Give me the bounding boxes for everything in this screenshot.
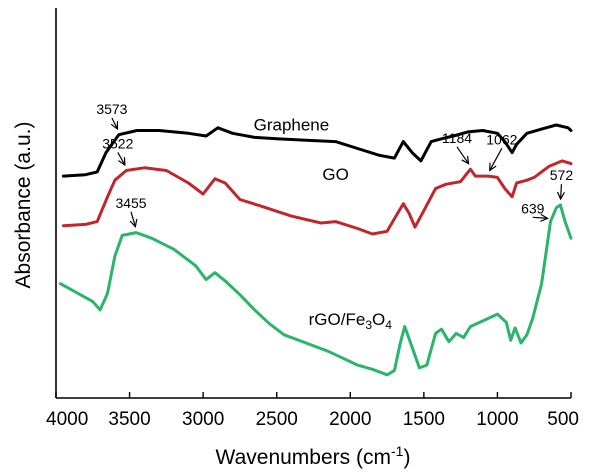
series-label: rGO/Fe3O4 [309, 310, 393, 332]
y-axis-title: Absorbance (a.u.) [12, 122, 35, 289]
series-label-part: 4 [385, 318, 392, 332]
x-axis-title-sup: -1 [391, 443, 404, 459]
peak-arrow [456, 146, 470, 165]
x-tick-label: 2000 [329, 409, 371, 430]
peak-arrowhead [461, 155, 470, 165]
peak-arrow [489, 148, 503, 171]
peak-arrowhead [556, 191, 565, 201]
peak-label: 1184 [442, 130, 472, 146]
x-tick-label: 2500 [256, 409, 298, 430]
peak-label: 3522 [102, 135, 133, 151]
series-label-part: 3 [365, 318, 372, 332]
series-label-part: GO [322, 165, 348, 184]
series-label-part: O [372, 310, 385, 329]
x-tick-label: 3500 [108, 409, 150, 430]
series-line [61, 123, 573, 178]
peak-label: 3573 [96, 101, 127, 117]
x-tick-label: 4000 [46, 409, 88, 430]
x-tick-label: 3000 [182, 409, 224, 430]
peak-arrowhead [118, 157, 126, 167]
peak-arrow [111, 117, 119, 130]
series-label-part: Graphene [254, 116, 330, 135]
annotation-layer: 3573 3522 1184 1062 3455 572 639 [96, 101, 574, 229]
peak-label: 572 [550, 167, 574, 183]
series-layer: Graphene GO rGO/Fe3O4 [58, 116, 573, 377]
x-tick-label: 500 [547, 409, 579, 430]
peak-label: 639 [521, 200, 545, 216]
series-line [61, 159, 573, 236]
peak-label: 3455 [115, 195, 146, 211]
series-label: Graphene [254, 116, 330, 135]
x-axis-title-tail: ) [403, 446, 410, 469]
peak-arrow [559, 184, 563, 200]
peak-arrow [532, 216, 548, 219]
series-line [58, 203, 573, 377]
peak-arrowhead [129, 218, 138, 229]
x-axis-title: Wavenumbers (cm-1) [216, 443, 411, 469]
peak-label: 1062 [486, 131, 517, 147]
x-ticks: 4000 3500 3000 2500 2000 1500 1000 500 [46, 392, 579, 430]
peak-arrow [130, 211, 136, 227]
peak-arrowhead [489, 162, 497, 172]
peak-arrowhead [540, 213, 549, 222]
series-label-part: rGO/Fe [309, 310, 366, 329]
peak-arrowhead [110, 121, 119, 131]
x-tick-label: 1000 [476, 409, 518, 430]
x-tick-label: 1500 [403, 409, 445, 430]
peak-arrow [117, 152, 126, 166]
series-label: GO [322, 165, 348, 184]
plot-area: 4000 3500 3000 2500 2000 1500 1000 500 Graphene… [46, 8, 579, 430]
